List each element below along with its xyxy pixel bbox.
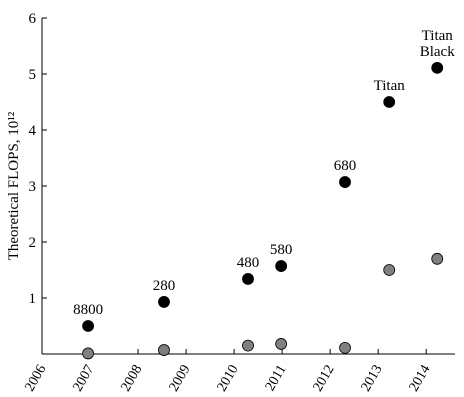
x-tick-label: 2008 bbox=[119, 363, 146, 395]
point bbox=[158, 344, 170, 356]
y-tick-label: 4 bbox=[29, 123, 37, 139]
x-tick-label: 2012 bbox=[311, 363, 338, 395]
point bbox=[339, 176, 351, 188]
x-tick-label: 2007 bbox=[70, 363, 97, 395]
y-tick-label: 2 bbox=[29, 235, 37, 251]
point bbox=[431, 252, 444, 265]
point bbox=[242, 339, 254, 352]
x-tick-label: 2013 bbox=[359, 363, 386, 395]
x-tick-label: 2006 bbox=[22, 363, 49, 395]
point bbox=[82, 347, 95, 360]
point bbox=[82, 320, 95, 332]
x-tick-label: 2014 bbox=[407, 363, 434, 395]
point-label: 8800 bbox=[73, 302, 103, 318]
point bbox=[158, 296, 170, 308]
point-label: 580 bbox=[270, 242, 293, 258]
x-tick-label: 2011 bbox=[263, 363, 290, 394]
point-label: 280 bbox=[153, 278, 176, 294]
y-tick-label: 3 bbox=[29, 179, 37, 195]
point-label: 480 bbox=[237, 255, 260, 271]
point-label: Titan bbox=[374, 78, 406, 94]
point-label: Titan Black bbox=[420, 28, 455, 60]
point bbox=[383, 96, 396, 108]
x-tick-label: 2009 bbox=[167, 363, 194, 395]
y-tick-label: 5 bbox=[29, 67, 37, 83]
y-tick-label: 6 bbox=[29, 11, 37, 27]
x-tick-label: 2010 bbox=[215, 363, 242, 395]
point bbox=[275, 260, 288, 272]
point bbox=[242, 273, 254, 285]
y-tick-label: 1 bbox=[29, 291, 37, 307]
y-axis-label: Theoretical FLOPS, 10¹² bbox=[6, 111, 22, 260]
point bbox=[431, 61, 444, 74]
point bbox=[275, 338, 288, 350]
point bbox=[383, 264, 396, 276]
point bbox=[339, 341, 351, 354]
point-label: 680 bbox=[334, 158, 357, 174]
